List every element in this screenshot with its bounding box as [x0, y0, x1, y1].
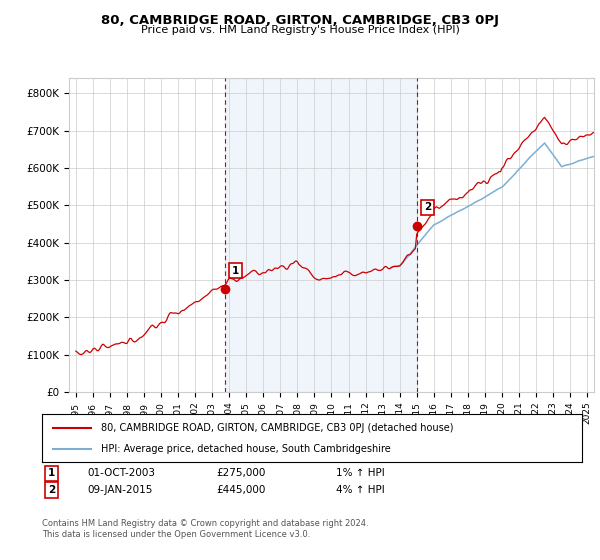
Text: HPI: Average price, detached house, South Cambridgeshire: HPI: Average price, detached house, Sout… [101, 444, 391, 454]
Text: 1: 1 [48, 468, 55, 478]
Text: 80, CAMBRIDGE ROAD, GIRTON, CAMBRIDGE, CB3 0PJ (detached house): 80, CAMBRIDGE ROAD, GIRTON, CAMBRIDGE, C… [101, 423, 454, 433]
Text: 09-JAN-2015: 09-JAN-2015 [87, 485, 152, 495]
Text: £275,000: £275,000 [216, 468, 265, 478]
Text: 01-OCT-2003: 01-OCT-2003 [87, 468, 155, 478]
Text: 1: 1 [232, 265, 239, 276]
Text: Contains HM Land Registry data © Crown copyright and database right 2024.
This d: Contains HM Land Registry data © Crown c… [42, 520, 368, 539]
Text: 2: 2 [424, 202, 431, 212]
Text: 2: 2 [48, 485, 55, 495]
Text: Price paid vs. HM Land Registry's House Price Index (HPI): Price paid vs. HM Land Registry's House … [140, 25, 460, 35]
Text: £445,000: £445,000 [216, 485, 265, 495]
Text: 4% ↑ HPI: 4% ↑ HPI [336, 485, 385, 495]
Bar [225, 78, 417, 392]
Text: 80, CAMBRIDGE ROAD, GIRTON, CAMBRIDGE, CB3 0PJ: 80, CAMBRIDGE ROAD, GIRTON, CAMBRIDGE, C… [101, 14, 499, 27]
Text: 1% ↑ HPI: 1% ↑ HPI [336, 468, 385, 478]
